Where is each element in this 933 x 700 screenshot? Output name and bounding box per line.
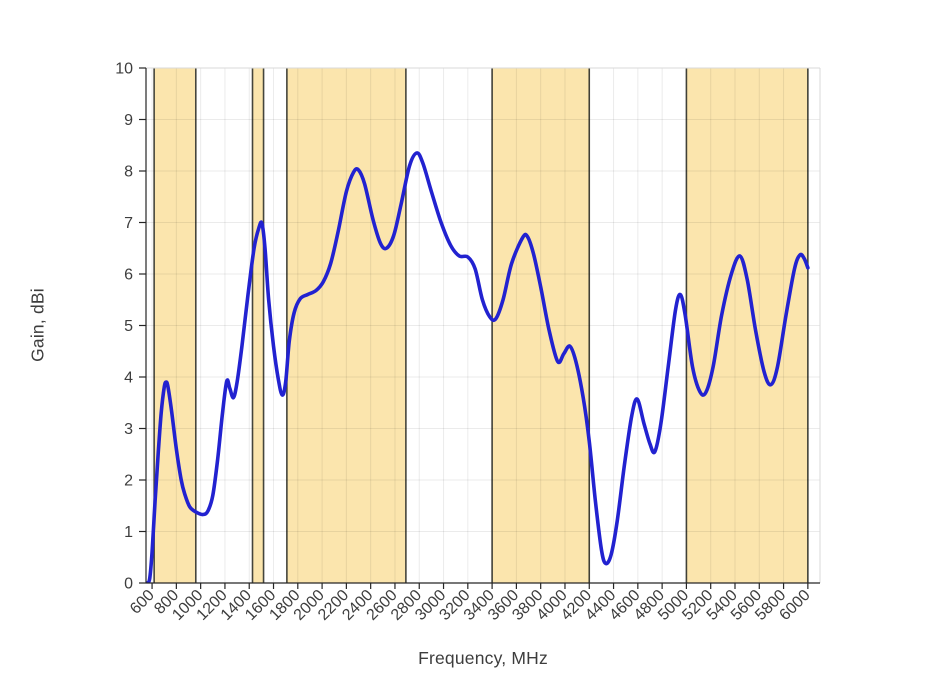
y-tick-label: 0	[124, 576, 133, 593]
grid	[146, 67, 820, 584]
plot-frame	[146, 67, 821, 583]
axes	[139, 67, 820, 589]
y-axis-label: Gain, dBi	[27, 288, 48, 362]
x-axis-label: Frequency, MHz	[418, 648, 548, 668]
band-5000-6000	[686, 68, 808, 583]
y-tick-label: 8	[124, 164, 133, 181]
band-1710-2690	[286, 68, 406, 583]
tick-labels: 0123456789106008001000120014001600180020…	[115, 61, 814, 624]
y-tick-label: 3	[124, 421, 133, 438]
y-tick-label: 6	[124, 267, 133, 284]
gain-curve	[146, 151, 810, 583]
y-tick-label: 10	[115, 61, 133, 78]
y-tick-label: 7	[124, 215, 133, 232]
y-tick-label: 2	[124, 473, 133, 490]
band-1427-1518	[252, 68, 264, 583]
band-3400-4200	[492, 68, 590, 583]
y-tick-label: 1	[124, 524, 133, 541]
band-617-960	[154, 68, 196, 583]
y-tick-label: 9	[124, 112, 133, 129]
band-regions	[153, 68, 809, 583]
y-tick-label: 4	[124, 370, 133, 387]
y-tick-label: 5	[124, 318, 133, 335]
